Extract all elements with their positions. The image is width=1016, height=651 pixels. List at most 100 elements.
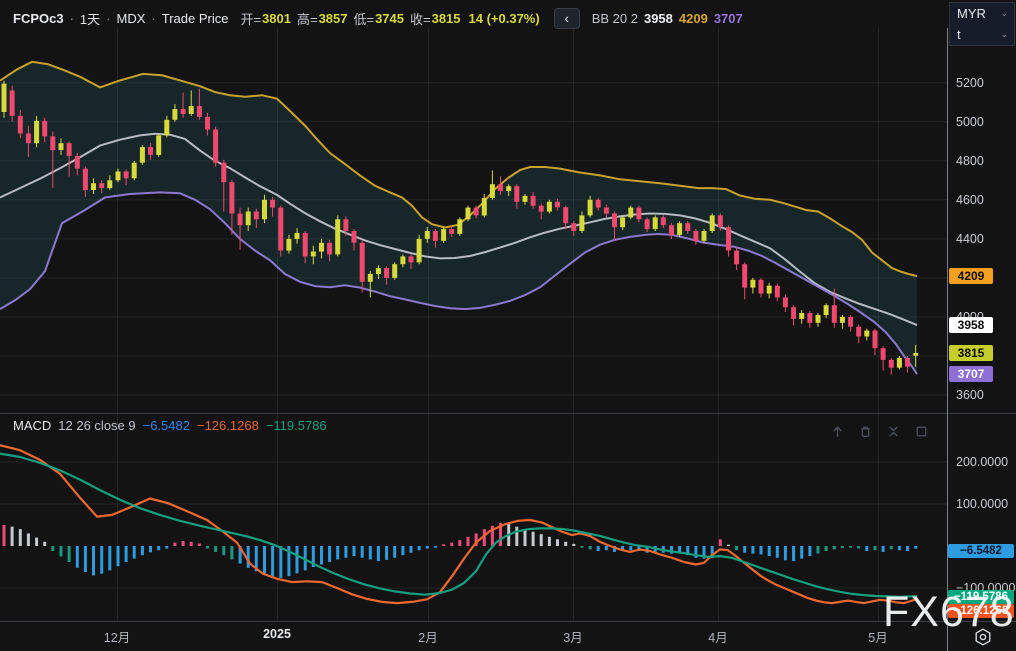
low-value: 3745	[375, 11, 404, 26]
macd-signal-line	[0, 454, 917, 597]
price-badge-upper: 4209	[949, 268, 993, 284]
low-label: 低=	[353, 9, 374, 28]
change-value: 14 (+0.37%)	[469, 11, 540, 26]
candle	[726, 225, 731, 256]
candle	[816, 313, 821, 327]
hexagon-gear-icon[interactable]	[972, 626, 994, 648]
symbol-header: FCPOc3 · 1天 · MDX · Trade Price 开=3801 高…	[13, 7, 743, 29]
candle	[783, 295, 788, 313]
time-label[interactable]: 12月	[104, 627, 130, 646]
currency-unit-panel: MYR ⌄ t ⌄	[949, 2, 1015, 46]
close-label: 收=	[410, 9, 431, 28]
interval-label[interactable]: 1天	[80, 9, 100, 28]
candle	[140, 145, 145, 165]
price-badge-close: 3815	[949, 345, 993, 361]
candle	[791, 305, 796, 326]
candle	[335, 215, 340, 256]
candle	[490, 171, 495, 200]
macd-histogram-value: −6.5482	[143, 418, 190, 433]
price-tick-label: 5200	[956, 76, 984, 90]
candle	[213, 127, 218, 167]
symbol-name[interactable]: FCPOc3	[13, 11, 64, 26]
bb-basis-value: 3958	[644, 11, 673, 26]
candle	[775, 284, 780, 302]
candle	[897, 356, 902, 370]
chart-canvas[interactable]	[0, 0, 1016, 651]
unit-select[interactable]: t ⌄	[950, 24, 1014, 45]
macd-tick-label: 100.0000	[956, 497, 1008, 511]
bb-upper-value: 4209	[679, 11, 708, 26]
price-tick-label: 5000	[956, 115, 984, 129]
candle	[881, 346, 886, 370]
time-label[interactable]: 3月	[563, 627, 582, 646]
price-tick-label: 4800	[956, 154, 984, 168]
back-button[interactable]: ‹	[554, 8, 580, 29]
time-label[interactable]: 4月	[708, 627, 727, 646]
candle	[873, 329, 878, 355]
candle	[628, 206, 633, 220]
macd-badge-macd: −126.1268	[948, 604, 1014, 618]
delete-pane-icon[interactable]	[858, 424, 873, 439]
macd-tick-label: 200.0000	[956, 455, 1008, 469]
exchange-label: MDX	[117, 11, 146, 26]
macd-params: 12 26 close 9	[58, 418, 135, 433]
candle	[702, 229, 707, 243]
price-badge-basis: 3958	[949, 317, 993, 333]
candle	[734, 247, 739, 270]
macd-header: MACD 12 26 close 9 −6.5482 −126.1268 −11…	[13, 418, 327, 433]
trading-chart-window: FCPOc3 · 1天 · MDX · Trade Price 开=3801 高…	[0, 0, 1016, 651]
time-label[interactable]: 2月	[418, 627, 437, 646]
candle	[799, 310, 804, 324]
candle	[767, 283, 772, 299]
currency-select[interactable]: MYR ⌄	[950, 3, 1014, 24]
macd-badge-hist: −6.5482	[948, 544, 1014, 558]
separator: ·	[70, 11, 74, 26]
unit-value: t	[957, 27, 961, 42]
macd-pane-controls	[830, 424, 929, 439]
currency-value: MYR	[957, 6, 986, 21]
open-value: 3801	[262, 11, 291, 26]
separator: ·	[106, 11, 110, 26]
maximize-pane-icon[interactable]	[914, 424, 929, 439]
bb-indicator-title[interactable]: BB 20 2	[592, 11, 638, 26]
time-label[interactable]: 5月	[868, 627, 887, 646]
bollinger-fill	[0, 62, 917, 374]
price-tick-label: 3600	[956, 388, 984, 402]
candle	[807, 311, 812, 328]
candle	[417, 235, 422, 264]
macd-signal-value: −119.5786	[266, 418, 327, 433]
candle	[392, 262, 397, 280]
candle	[441, 227, 446, 243]
bb-lower-value: 3707	[714, 11, 743, 26]
price-tick-label: 4400	[956, 232, 984, 246]
open-label: 开=	[240, 9, 261, 28]
series-type-label: Trade Price	[162, 11, 229, 26]
separator: ·	[151, 11, 155, 26]
candle	[742, 262, 747, 299]
candle	[693, 229, 698, 245]
candle	[457, 217, 462, 236]
move-pane-up-icon[interactable]	[830, 424, 845, 439]
candle	[905, 356, 910, 373]
candle	[278, 206, 283, 257]
candle	[653, 215, 658, 231]
candle	[759, 278, 764, 298]
candle	[840, 315, 845, 329]
candle	[132, 161, 137, 181]
candle	[547, 200, 552, 214]
chevron-left-icon: ‹	[564, 10, 569, 26]
chevron-down-icon: ⌄	[1000, 8, 1008, 19]
macd-title[interactable]: MACD	[13, 418, 51, 433]
macd-histogram	[3, 523, 918, 578]
collapse-pane-icon[interactable]	[886, 424, 901, 439]
macd-line-value: −126.1268	[197, 418, 259, 433]
candle	[750, 278, 755, 294]
candle	[156, 133, 161, 157]
macd-badge-signal: −119.5786	[948, 590, 1014, 604]
candle	[669, 223, 674, 239]
price-tick-label: 4600	[956, 193, 984, 207]
candle	[482, 194, 487, 217]
candle	[824, 303, 829, 318]
chevron-down-icon: ⌄	[1000, 29, 1008, 40]
time-label[interactable]: 2025	[263, 627, 291, 641]
